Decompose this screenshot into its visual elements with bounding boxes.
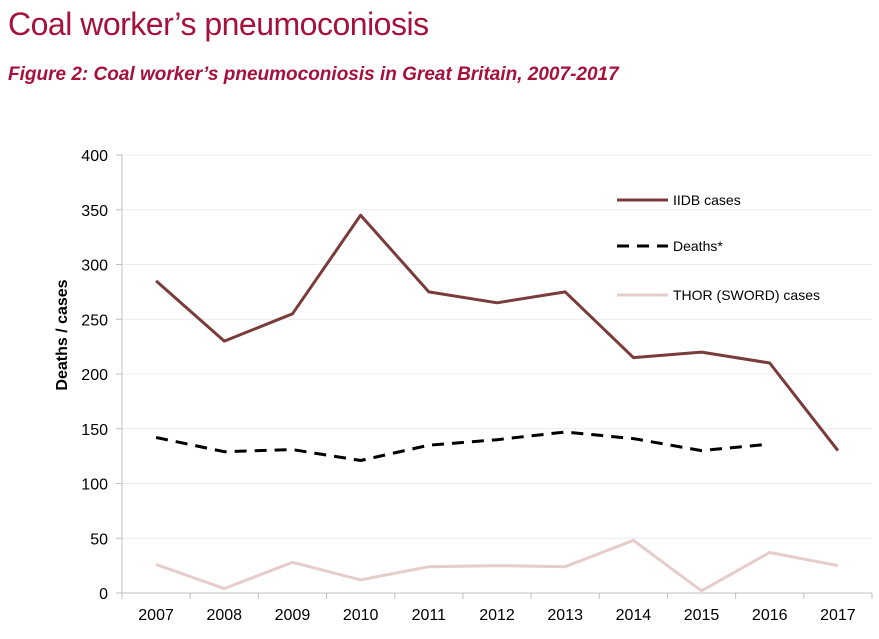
x-tick-label: 2013 bbox=[547, 607, 583, 624]
page-title: Coal worker’s pneumoconiosis bbox=[8, 6, 429, 42]
legend-label: IIDB cases bbox=[673, 192, 741, 208]
y-tick-label: 250 bbox=[81, 312, 108, 329]
y-tick-label: 150 bbox=[81, 422, 108, 439]
figure-caption: Figure 2: Coal worker’s pneumoconiosis i… bbox=[8, 64, 619, 85]
series-group bbox=[155, 213, 840, 593]
x-tick-label: 2015 bbox=[684, 607, 720, 624]
axes bbox=[116, 154, 873, 599]
y-tick-label: 50 bbox=[90, 531, 108, 548]
x-tick-label: 2014 bbox=[616, 607, 652, 624]
x-tick-labels: 2007 2008 2009 2010 2011 2012 2013 2014 2015 2016… bbox=[138, 607, 856, 624]
y-tick-label: 100 bbox=[81, 477, 108, 494]
series-line-deaths bbox=[155, 430, 770, 462]
x-tick-label: 2007 bbox=[138, 607, 174, 624]
y-tick-label: 0 bbox=[99, 586, 108, 603]
y-tick-labels: 0 50 100 150 200 250 300 350 400 bbox=[81, 148, 108, 603]
x-tick-label: 2012 bbox=[479, 607, 515, 624]
x-tick-label: 2016 bbox=[752, 607, 788, 624]
x-tick-label: 2008 bbox=[206, 607, 242, 624]
y-tick-label: 350 bbox=[81, 203, 108, 220]
y-tick-label: 200 bbox=[81, 367, 108, 384]
gridlines bbox=[122, 154, 872, 539]
legend-label: THOR (SWORD) cases bbox=[673, 287, 820, 303]
x-tick-label: 2017 bbox=[820, 607, 856, 624]
y-axis-title: Deaths / cases bbox=[54, 279, 71, 390]
y-tick-label: 300 bbox=[81, 258, 108, 275]
legend-label: Deaths* bbox=[673, 238, 723, 254]
x-tick-label: 2010 bbox=[343, 607, 379, 624]
series-line-thor-sword-cases bbox=[155, 538, 839, 593]
y-tick-label: 400 bbox=[81, 148, 108, 165]
legend: IIDB cases Deaths* THOR (SWORD) cases bbox=[617, 192, 820, 303]
x-tick-label: 2009 bbox=[275, 607, 311, 624]
x-tick-label: 2011 bbox=[412, 607, 447, 624]
series-line-iidb-cases bbox=[155, 213, 840, 452]
